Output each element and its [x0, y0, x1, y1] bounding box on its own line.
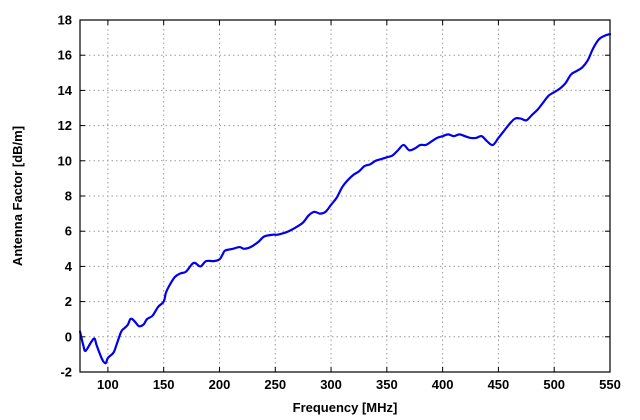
- x-tick-label: 500: [543, 377, 565, 392]
- y-tick-label: -2: [60, 365, 72, 380]
- x-tick-label: 100: [97, 377, 119, 392]
- y-tick-label: 0: [65, 329, 72, 344]
- y-axis-title: Antenna Factor [dB/m]: [10, 126, 25, 266]
- grid: [80, 20, 610, 372]
- y-tick-label: 2: [65, 294, 72, 309]
- y-tick-label: 10: [58, 153, 72, 168]
- x-tick-label: 300: [320, 377, 342, 392]
- y-tick-label: 14: [58, 83, 73, 98]
- y-tick-label: 12: [58, 118, 72, 133]
- y-tick-label: 8: [65, 189, 72, 204]
- x-tick-label: 450: [488, 377, 510, 392]
- x-tick-label: 550: [599, 377, 621, 392]
- plot-frame: [79, 19, 611, 373]
- y-tick-label: 6: [65, 224, 72, 239]
- x-tick-label: 150: [153, 377, 175, 392]
- y-tick-label: 4: [65, 259, 73, 274]
- x-tick-label: 250: [264, 377, 286, 392]
- y-tick-label: 16: [58, 48, 72, 63]
- y-tick-label: 18: [58, 13, 72, 28]
- tick-labels: 100 150 200 250 300 350 400 450 500 550 -2 0 2 4 6 8 10 1…: [58, 13, 621, 393]
- axis-ticks: [80, 19, 611, 373]
- x-axis-title: Frequency [MHz]: [293, 400, 398, 415]
- series-line: [78, 32, 612, 365]
- x-tick-label: 350: [376, 377, 398, 392]
- x-tick-label: 400: [432, 377, 454, 392]
- x-tick-label: 200: [209, 377, 231, 392]
- series-layer: [78, 32, 612, 365]
